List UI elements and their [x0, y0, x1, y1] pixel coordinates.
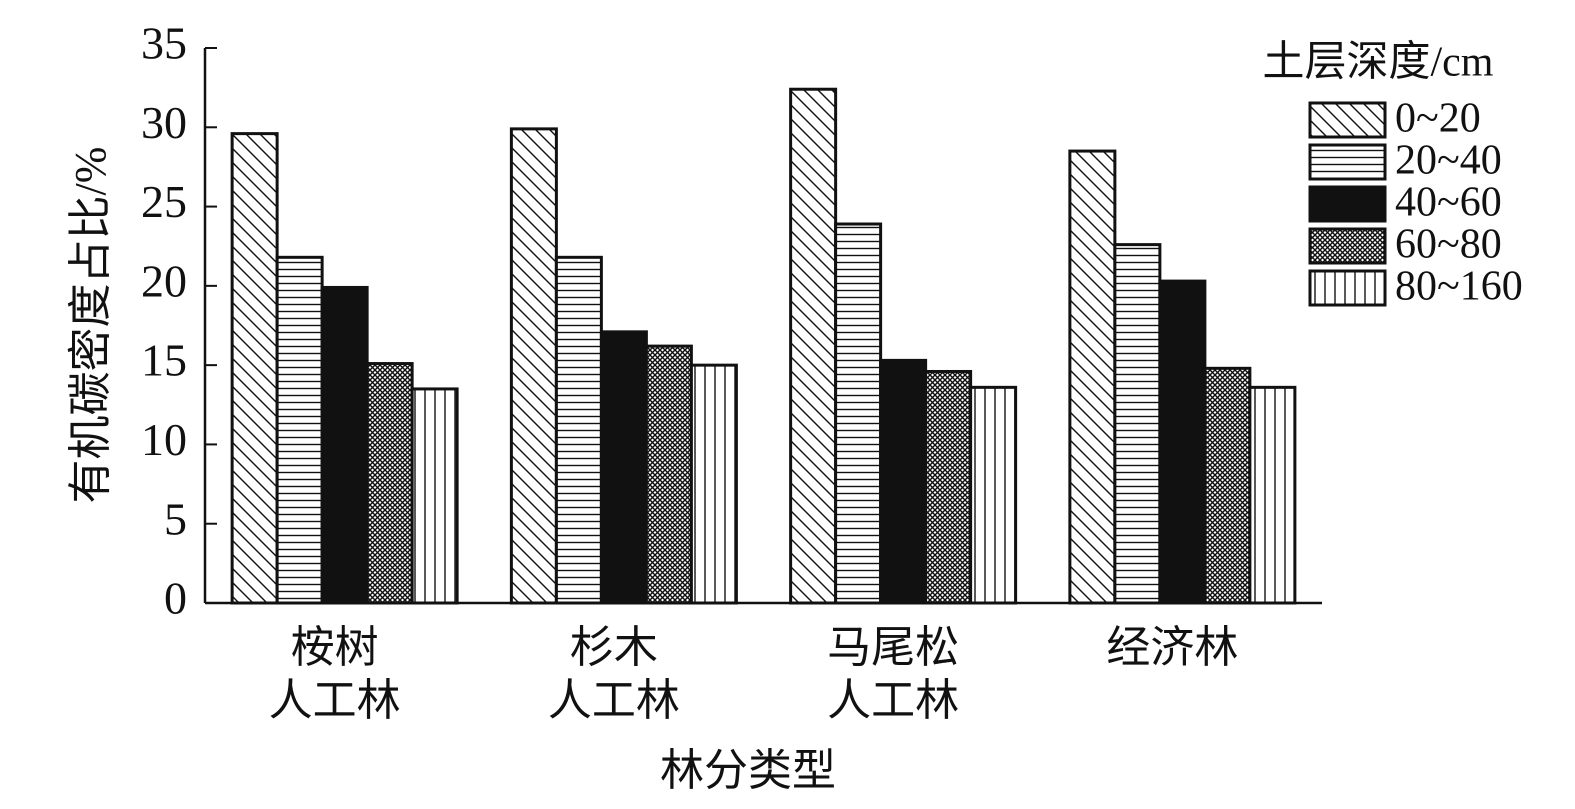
bar	[789, 87, 838, 605]
bar	[644, 344, 693, 605]
y-tick-label: 10	[141, 414, 187, 465]
legend-swatch	[1308, 185, 1387, 223]
x-tick-label: 人工林	[548, 676, 680, 725]
bar	[1203, 366, 1252, 605]
legend-label: 0~20	[1395, 96, 1481, 142]
bar	[509, 127, 558, 605]
y-tick-label: 0	[164, 573, 187, 624]
bar	[599, 330, 648, 605]
y-tick-label: 35	[141, 18, 187, 69]
legend-title: 土层深度/cm	[1263, 40, 1494, 86]
bar	[1113, 243, 1162, 605]
bar	[410, 387, 459, 605]
bar	[230, 132, 279, 605]
legend-swatch	[1308, 143, 1387, 181]
legend-label: 20~40	[1395, 138, 1502, 184]
bar	[969, 385, 1018, 605]
legend-swatch	[1308, 101, 1387, 139]
x-tick-label: 人工林	[827, 676, 959, 725]
x-tick-label: 经济林	[1106, 623, 1238, 672]
y-tick-label: 5	[164, 493, 187, 544]
x-tick-label: 马尾松	[827, 623, 959, 672]
y-axis-label: 有机碳密度占比/%	[66, 147, 115, 504]
bar	[1158, 279, 1207, 605]
bar	[689, 363, 738, 605]
x-axis-label: 林分类型	[660, 746, 836, 795]
bar	[1068, 149, 1117, 605]
bar	[879, 358, 928, 605]
legend-swatch	[1308, 227, 1387, 265]
legend-swatch	[1308, 269, 1387, 307]
legend-label: 60~80	[1395, 222, 1502, 268]
y-tick-label: 20	[141, 255, 187, 306]
x-tick-label: 杉木	[570, 623, 658, 672]
bar	[365, 362, 414, 605]
bar	[275, 255, 324, 605]
bar	[1248, 385, 1297, 605]
y-tick-label: 25	[141, 176, 187, 227]
legend-label: 80~160	[1395, 264, 1523, 310]
y-tick-label: 15	[141, 335, 187, 386]
legend-label: 40~60	[1395, 180, 1502, 226]
x-tick-label: 桉树	[291, 623, 379, 672]
x-tick-label: 人工林	[269, 676, 401, 725]
bar	[924, 369, 973, 605]
bar	[834, 222, 883, 605]
bar	[554, 255, 603, 605]
y-tick-label: 30	[141, 97, 187, 148]
bar	[320, 285, 369, 605]
